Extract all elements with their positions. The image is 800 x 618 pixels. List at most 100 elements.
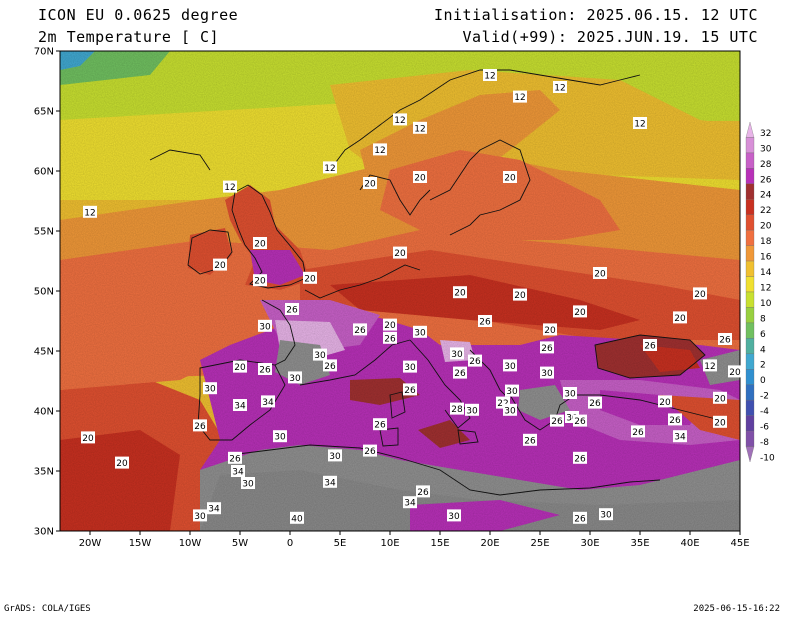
svg-text:34: 34 [324,478,336,488]
lon-label: 20W [79,538,102,549]
svg-text:20: 20 [414,174,426,184]
svg-text:26: 26 [229,454,241,464]
lon-label: 10E [380,538,399,549]
contour-label: 26 [573,511,587,524]
svg-text:26: 26 [194,422,206,432]
colorbar-label: 14 [760,268,772,278]
contour-label: 30 [193,509,207,522]
svg-text:30: 30 [329,452,341,462]
svg-text:30: 30 [414,328,426,338]
colorbar-label: 12 [760,283,771,293]
colorbar-swatch [745,276,755,293]
contour-label: 12 [483,69,497,82]
contour-label: 20 [363,177,377,190]
contour-label: 20 [543,323,557,336]
svg-text:12: 12 [224,183,235,193]
colorbar-label: 6 [760,330,766,340]
svg-text:30: 30 [466,406,478,416]
colorbar-swatch [745,400,755,416]
contour-label: 26 [323,359,337,372]
contour-label: 30 [203,382,217,395]
contour-label: 30 [258,319,272,332]
svg-text:34: 34 [262,398,274,408]
colorbar-label: 26 [760,175,772,185]
contour-label: 30 [403,360,417,373]
contour-label: 34 [323,475,337,488]
colorbar-swatch [745,415,755,432]
contour-label: 26 [550,414,564,427]
contour-label: 12 [553,81,567,94]
svg-text:26: 26 [574,454,586,464]
contour-label: 20 [453,286,467,299]
contour-label: 20 [253,237,267,250]
svg-text:30: 30 [564,390,576,400]
lat-label: 70N [34,47,54,58]
svg-text:20: 20 [694,290,706,300]
svg-text:26: 26 [719,336,731,346]
colorbar-swatch [745,168,755,184]
svg-text:12: 12 [324,164,335,174]
colorbar-swatch [745,245,755,262]
contour-label: 12 [633,117,647,130]
contour-label: 20 [81,431,95,444]
contour-label: 34 [403,496,417,509]
contour-label: 30 [540,366,554,379]
svg-text:26: 26 [384,334,396,344]
contour-label: 26 [573,414,587,427]
colorbar-label: -10 [760,453,775,463]
contour-label: 26 [258,363,272,376]
colorbar-swatch [745,369,755,385]
contour-label: 12 [323,161,337,174]
svg-text:28: 28 [451,405,463,415]
contour-label: 30 [599,508,613,521]
contour-label: 28 [450,402,464,415]
contour-label: 20 [593,267,607,280]
contour-label: 26 [468,354,482,367]
contour-label: 26 [453,366,467,379]
lon-label: 10W [179,538,202,549]
svg-text:20: 20 [514,291,526,301]
contour-labels: 12 12 12 12 12 12 12 12 20 20 20 12 12 20 20 20 20 20 20 20… [81,69,742,524]
svg-text:20: 20 [594,270,606,280]
colorbar-label: 32 [760,129,771,139]
coastlines [149,69,721,496]
svg-text:30: 30 [404,363,416,373]
contour-label: 30 [241,477,255,490]
colorbar-label: -6 [760,423,769,433]
svg-text:26: 26 [632,428,644,438]
svg-text:26: 26 [469,357,481,367]
lat-label: 30N [34,527,54,538]
svg-text:30: 30 [204,385,216,395]
contour-label: 12 [373,143,387,156]
colorbar-swatch [745,430,755,447]
lat-label: 65N [34,107,54,118]
svg-text:26: 26 [374,421,386,431]
colorbar-swatch [745,152,755,169]
colorbar-swatch [745,214,755,231]
colorbar-swatch [745,384,755,401]
lat-label: 55N [34,227,54,238]
colorbar-swatch [745,446,755,463]
contour-label: 20 [393,246,407,259]
contour-label: 26 [383,331,397,344]
contour-label: 26 [588,396,602,409]
colorbar-label: 0 [760,376,766,386]
svg-text:26: 26 [541,344,553,354]
svg-text:20: 20 [364,180,376,190]
contour-label: 26 [403,383,417,396]
svg-text:20: 20 [254,277,266,287]
contour-label: 26 [285,303,299,316]
contour-label: 30 [503,403,517,416]
contour-label: 20 [573,305,587,318]
contour-label: 20 [233,360,247,373]
svg-text:34: 34 [404,499,416,509]
svg-text:20: 20 [214,261,226,271]
svg-text:12: 12 [704,362,715,372]
svg-text:26: 26 [286,306,298,316]
contour-label: 30 [450,347,464,360]
contour-label: 30 [328,449,342,462]
svg-text:26: 26 [669,416,681,426]
colorbar-swatch [745,353,755,370]
